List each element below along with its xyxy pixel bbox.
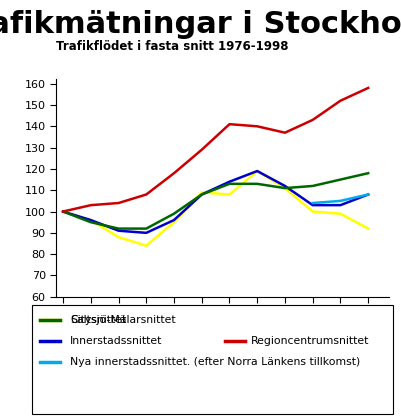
- Text: Nya innerstadssnittet. (efter Norra Länkens tillkomst): Nya innerstadssnittet. (efter Norra Länk…: [70, 357, 360, 367]
- Text: Trafikflödet i fasta snitt 1976-1998: Trafikflödet i fasta snitt 1976-1998: [56, 40, 289, 54]
- Text: Innerstadssnittet: Innerstadssnittet: [70, 336, 162, 346]
- Text: År: År: [374, 326, 389, 339]
- Text: Regioncentrumsnittet: Regioncentrumsnittet: [251, 336, 369, 346]
- Text: Trafikmätningar i Stockholm: Trafikmätningar i Stockholm: [0, 10, 401, 39]
- Text: Citysnittet: Citysnittet: [70, 315, 126, 325]
- Text: Saltsjö-Mälarsnittet: Saltsjö-Mälarsnittet: [70, 315, 176, 325]
